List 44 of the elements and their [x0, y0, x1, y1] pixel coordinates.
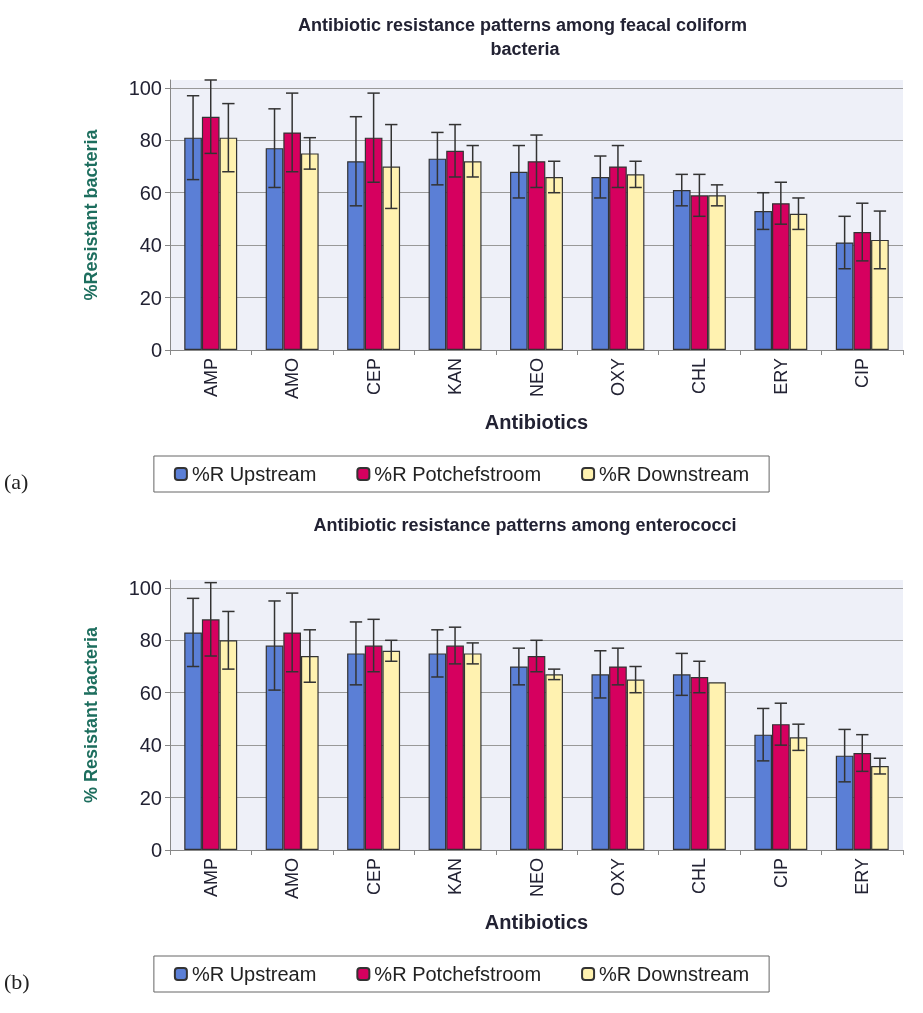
y-tick-label: 40	[139, 234, 162, 257]
x-tick-label: CHL	[689, 358, 710, 395]
y-axis-title: %Resistant bacteria	[81, 128, 101, 301]
chart-title: Antibiotic resistance patterns among enterococci	[313, 515, 737, 535]
x-tick-label: CEP	[363, 358, 384, 396]
x-tick-label: KAN	[445, 358, 466, 396]
x-tick-label: OXY	[607, 858, 628, 897]
y-tick-label: 0	[150, 839, 162, 861]
x-tick-label: NEO	[526, 358, 547, 398]
chart-title: Antibiotic resistance patterns among feacal coliform bacteria	[297, 15, 753, 59]
legend-label: %R Potchefstroom	[374, 463, 542, 485]
x-tick-label: AMP	[200, 858, 221, 898]
y-tick-label: 40	[139, 734, 162, 757]
legend-label: %R Downstream	[599, 463, 750, 485]
y-tick-label: 100	[128, 576, 162, 599]
x-tick-label: CIP	[770, 858, 791, 889]
x-tick-label: AMO	[282, 858, 303, 900]
legend-label: %R Downstream	[599, 963, 750, 985]
x-tick-label: AMP	[200, 358, 221, 398]
text: (b)	[4, 968, 30, 994]
legend-label: %R Upstream	[191, 963, 317, 985]
x-tick-label: OXY	[607, 358, 628, 397]
y-tick-label: 80	[139, 129, 162, 152]
y-axis-title: % Resistant bacteria	[81, 625, 101, 804]
legend-label: %R Upstream	[191, 463, 317, 485]
y-tick-label: 20	[139, 786, 162, 809]
x-tick-label: CEP	[363, 858, 384, 896]
x-axis-title: Antibiotics	[484, 911, 589, 933]
y-tick-label: 100	[128, 76, 162, 99]
x-tick-label: NEO	[526, 858, 547, 898]
y-tick-label: 20	[139, 286, 162, 309]
x-tick-label: CIP	[852, 358, 873, 389]
x-axis-title: Antibiotics	[484, 411, 589, 433]
x-tick-label: ERY	[852, 858, 873, 895]
y-tick-label: 60	[139, 181, 162, 204]
x-tick-label: ERY	[770, 358, 791, 395]
text: (a)	[4, 468, 29, 494]
x-tick-label: AMO	[282, 358, 303, 400]
y-tick-label: 0	[150, 339, 162, 361]
legend-label: %R Potchefstroom	[374, 963, 542, 985]
y-tick-label: 60	[139, 681, 162, 704]
x-tick-label: KAN	[445, 858, 466, 896]
y-tick-label: 80	[139, 629, 162, 652]
x-tick-label: CHL	[689, 858, 710, 895]
